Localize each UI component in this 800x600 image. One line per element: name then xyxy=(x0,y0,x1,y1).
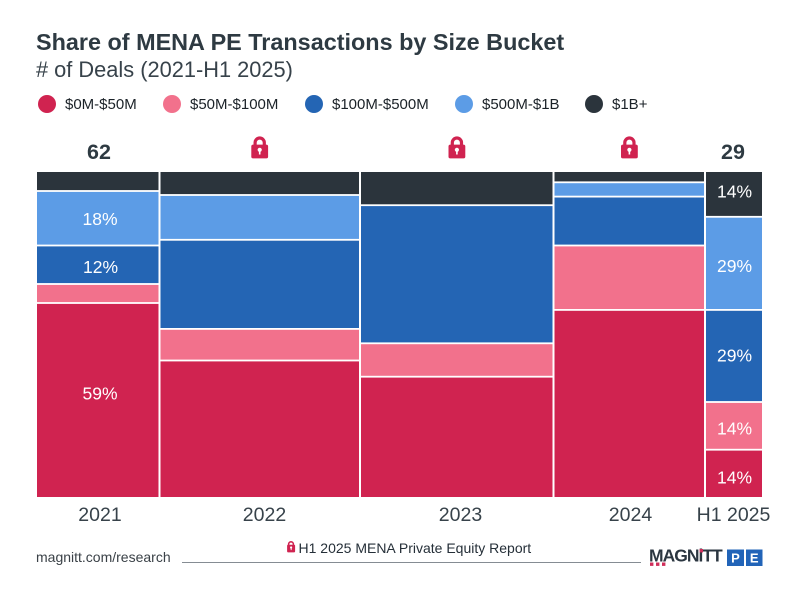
svg-text:14%: 14% xyxy=(717,419,752,439)
svg-text:14%: 14% xyxy=(717,468,752,488)
svg-text:E: E xyxy=(750,551,759,566)
svg-text:P: P xyxy=(731,551,740,566)
svg-text:14%: 14% xyxy=(717,181,752,201)
svg-text:29%: 29% xyxy=(717,345,752,365)
svg-text:59%: 59% xyxy=(82,383,117,403)
svg-text:12%: 12% xyxy=(83,257,118,277)
svg-text:18%: 18% xyxy=(82,209,117,229)
svg-text:29%: 29% xyxy=(717,256,752,276)
svg-text:MAGNiTT: MAGNiTT xyxy=(649,546,723,566)
